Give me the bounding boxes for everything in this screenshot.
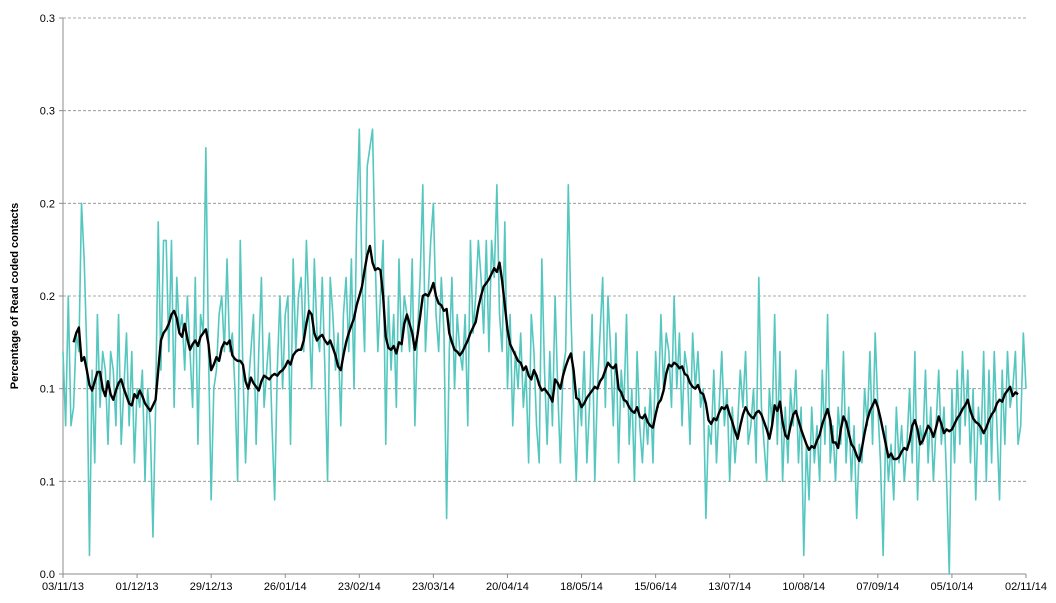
x-tick-label: 03/11/13 <box>42 581 84 593</box>
y-tick-label: 0.0 <box>40 569 55 581</box>
x-tick-label: 10/08/14 <box>782 581 825 593</box>
x-tick-label: 05/10/14 <box>931 581 974 593</box>
x-tick-label: 23/02/14 <box>338 581 381 593</box>
x-tick-label: 15/06/14 <box>634 581 677 593</box>
x-tick-label: 26/01/14 <box>264 581 307 593</box>
x-tick-label: 18/05/14 <box>560 581 603 593</box>
x-tick-label: 29/12/13 <box>190 581 233 593</box>
series-line <box>62 128 1027 575</box>
x-tick-label: 02/11/14 <box>1005 581 1047 593</box>
y-tick-label: 0.2 <box>40 291 55 303</box>
y-tick-label: 0.3 <box>40 13 55 25</box>
y-tick-label: 0.1 <box>40 384 55 396</box>
x-tick-label: 01/12/13 <box>116 581 159 593</box>
x-tick-label: 07/09/14 <box>856 581 899 593</box>
y-axis-title: Percentage of Read coded contacts <box>9 203 21 389</box>
y-tick-label: 0.2 <box>40 198 55 210</box>
y-tick-label: 0.3 <box>40 106 55 118</box>
series-line <box>72 244 1019 463</box>
x-tick-label: 20/04/14 <box>486 581 529 593</box>
x-tick-label: 13/07/14 <box>708 581 751 593</box>
x-tick-label: 23/03/14 <box>412 581 455 593</box>
y-tick-label: 0.1 <box>40 476 55 488</box>
